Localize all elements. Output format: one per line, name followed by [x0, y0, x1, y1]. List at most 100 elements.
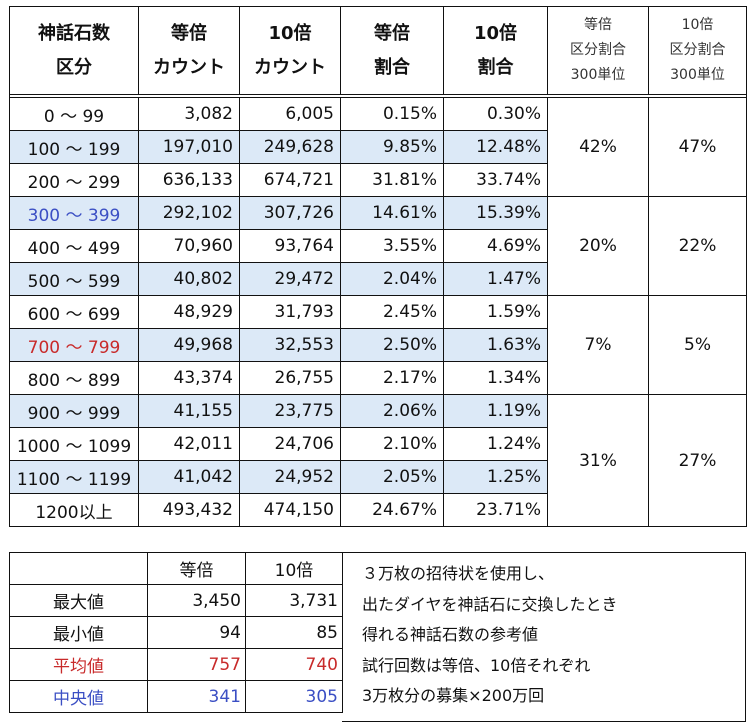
distribution-table: 神話石数 区分 等倍 カウント 10倍 カウント 等倍 割合 10倍 割合 等倍…: [9, 6, 747, 527]
table-row: 600 〜 699 48,929 31,793 2.45% 1.59% 7% 5…: [9, 295, 747, 395]
note-line: 得れる神話石数の参考値: [362, 625, 539, 644]
ratio-10x-cell: 33.74%: [443, 163, 548, 197]
ratio-10x-cell: 1.63%: [443, 328, 548, 362]
count-10x-cell: 6,005: [239, 97, 341, 131]
ratio-1x-cell: 24.67%: [340, 493, 444, 527]
ratio-10x-cell: 1.59%: [443, 295, 548, 329]
ratio-1x-cell: 9.85%: [340, 130, 444, 164]
count-1x-cell: 41,042: [138, 460, 240, 494]
ratio-1x-cell: 2.04%: [340, 262, 444, 296]
ratio-1x-cell: 14.61%: [340, 196, 444, 230]
count-10x-cell: 26,755: [239, 361, 341, 395]
table-row: 900 〜 999 41,155 23,775 2.06% 1.19% 31% …: [9, 394, 747, 527]
bucket-10x-cell: 47%: [648, 97, 747, 197]
range-cell: 100 〜 199: [9, 130, 139, 164]
count-1x-cell: 48,929: [138, 295, 240, 329]
range-cell: 800 〜 899: [9, 361, 139, 395]
stats-row-mean: 平均値 757 740: [9, 648, 343, 681]
ratio-10x-cell: 1.25%: [443, 460, 548, 494]
stats-value-10x: 740: [245, 648, 343, 681]
count-1x-cell: 292,102: [138, 196, 240, 230]
range-cell: 1100 〜 1199: [9, 460, 139, 494]
ratio-1x-cell: 2.06%: [340, 394, 444, 428]
table-row: 1000 〜 1099 42,011 24,706 2.10% 1.24%: [9, 427, 747, 461]
header-bucket-1x: 等倍 区分割合 300単位: [547, 6, 649, 95]
stats-row-max: 最大値 3,450 3,731: [9, 584, 343, 617]
header-count-10x: 10倍 カウント: [239, 6, 341, 95]
ratio-10x-cell: 1.24%: [443, 427, 548, 461]
table-row: 1100 〜 1199 41,042 24,952 2.05% 1.25%: [9, 460, 747, 494]
header-ratio-1x: 等倍 割合: [340, 6, 444, 95]
count-10x-cell: 32,553: [239, 328, 341, 362]
ratio-1x-cell: 2.05%: [340, 460, 444, 494]
stats-header-1x: 等倍: [147, 552, 246, 585]
ratio-1x-cell: 31.81%: [340, 163, 444, 197]
range-cell: 1000 〜 1099: [9, 427, 139, 461]
header-row: 神話石数 区分 等倍 カウント 10倍 カウント 等倍 割合 10倍 割合 等倍…: [9, 6, 747, 95]
ratio-10x-cell: 15.39%: [443, 196, 548, 230]
note-box: ３万枚の招待状を使用し、 出たダイヤを神話石に交換したとき 得れる神話石数の参考…: [342, 552, 746, 722]
range-cell: 400 〜 499: [9, 229, 139, 263]
range-cell: 500 〜 599: [9, 262, 139, 296]
stats-header-row: 等倍 10倍: [9, 552, 343, 585]
bucket-1x-cell: 31%: [547, 394, 649, 527]
range-cell: 0 〜 99: [9, 97, 139, 131]
ratio-1x-cell: 2.45%: [340, 295, 444, 329]
count-10x-cell: 24,952: [239, 460, 341, 494]
stats-value-1x: 757: [147, 648, 246, 681]
range-cell: 1200以上: [9, 493, 139, 527]
range-cell: 600 〜 699: [9, 295, 139, 329]
count-1x-cell: 636,133: [138, 163, 240, 197]
stats-row-median: 中央値 341 305: [9, 680, 343, 713]
bucket-1x-cell: 7%: [547, 295, 649, 395]
count-1x-cell: 40,802: [138, 262, 240, 296]
table-row: 700 〜 799 49,968 32,553 2.50% 1.63%: [9, 328, 747, 362]
stats-label: 中央値: [9, 680, 148, 713]
count-10x-cell: 474,150: [239, 493, 341, 527]
count-1x-cell: 49,968: [138, 328, 240, 362]
bucket-10x-cell: 22%: [648, 196, 747, 296]
stats-header-10x: 10倍: [245, 552, 343, 585]
stats-value-1x: 341: [147, 680, 246, 713]
count-1x-cell: 3,082: [138, 97, 240, 131]
ratio-10x-cell: 4.69%: [443, 229, 548, 263]
stats-corner-cell: [9, 552, 148, 585]
range-cell: 300 〜 399: [9, 196, 139, 230]
count-10x-cell: 307,726: [239, 196, 341, 230]
ratio-10x-cell: 23.71%: [443, 493, 548, 527]
range-cell: 900 〜 999: [9, 394, 139, 428]
count-10x-cell: 24,706: [239, 427, 341, 461]
bucket-10x-cell: 5%: [648, 295, 747, 395]
ratio-10x-cell: 12.48%: [443, 130, 548, 164]
note-line: ３万枚の招待状を使用し、: [362, 564, 555, 583]
count-10x-cell: 249,628: [239, 130, 341, 164]
stats-label: 最大値: [9, 584, 148, 617]
ratio-10x-cell: 0.30%: [443, 97, 548, 131]
summary-stats-table: 等倍 10倍 最大値 3,450 3,731 最小値 94 85 平均値 757…: [9, 552, 343, 713]
stats-label: 最小値: [9, 616, 148, 649]
ratio-10x-cell: 1.47%: [443, 262, 548, 296]
count-1x-cell: 197,010: [138, 130, 240, 164]
ratio-1x-cell: 0.15%: [340, 97, 444, 131]
note-line: 試行回数は等倍、10倍それぞれ: [362, 655, 591, 675]
range-cell: 700 〜 799: [9, 328, 139, 362]
table-row: 1200以上 493,432 474,150 24.67% 23.71%: [9, 493, 747, 527]
note-line: 3万枚分の募集×200万回: [362, 686, 545, 705]
table-row: 300 〜 399 292,102 307,726 14.61% 15.39% …: [9, 196, 747, 296]
note-line: 出たダイヤを神話石に交換したとき: [362, 594, 618, 614]
range-cell: 200 〜 299: [9, 163, 139, 197]
count-10x-cell: 23,775: [239, 394, 341, 428]
stats-row-min: 最小値 94 85: [9, 616, 343, 649]
count-1x-cell: 70,960: [138, 229, 240, 263]
ratio-1x-cell: 3.55%: [340, 229, 444, 263]
count-10x-cell: 674,721: [239, 163, 341, 197]
count-1x-cell: 41,155: [138, 394, 240, 428]
bucket-10x-cell: 27%: [648, 394, 747, 527]
stats-value-10x: 85: [245, 616, 343, 649]
bucket-1x-cell: 42%: [547, 97, 649, 197]
ratio-1x-cell: 2.50%: [340, 328, 444, 362]
table-row: 0 〜 99 3,082 6,005 0.15% 0.30% 42% 47%: [9, 97, 747, 197]
header-ratio-10x: 10倍 割合: [443, 6, 548, 95]
stats-value-1x: 3,450: [147, 584, 246, 617]
header-range: 神話石数 区分: [9, 6, 139, 95]
